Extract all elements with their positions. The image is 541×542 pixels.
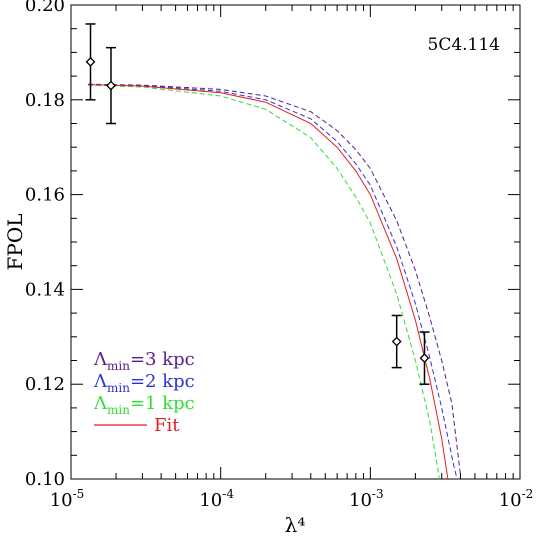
legend-label: Fit [154,415,180,436]
y-tick-label: 0.20 [25,0,65,16]
series-line-min-1-kpc [88,84,440,480]
x-tick-label: 10-2 [499,487,534,511]
source-annotation: 5C4.114 [428,35,501,55]
y-tick-label: 0.16 [25,185,65,206]
y-axis-label: FPOL [3,213,27,270]
series-line-min-3-kpc [88,83,461,475]
data-points [85,23,430,385]
diamond-marker [85,56,96,67]
y-tick-label: 0.14 [25,279,65,300]
series-line-min-2-kpc [88,84,458,480]
x-tick-label: 10-4 [199,487,234,511]
y-tick-label: 0.12 [25,374,65,395]
diamond-marker [419,353,430,364]
y-tick-label: 0.18 [25,90,65,111]
diamond-marker [106,80,116,91]
model-curves [88,83,461,480]
x-tick-label: 10-3 [349,487,384,511]
legend-label: Λmin=3 kpc [93,349,195,373]
legend-label: Λmin=2 kpc [93,371,195,395]
diamond-marker [391,336,402,347]
axis-ticks: 10-5 10-4 10-3 10-2 0.10 0.12 0.14 0.16 0.18 0.20 [25,0,533,511]
x-tick-label: 10-5 [50,487,85,511]
y-tick-label: 0.10 [25,469,65,490]
x-axis-label: λ⁴ [285,513,306,537]
legend-label: Λmin=1 kpc [93,393,195,417]
series-line-fit [88,84,449,480]
